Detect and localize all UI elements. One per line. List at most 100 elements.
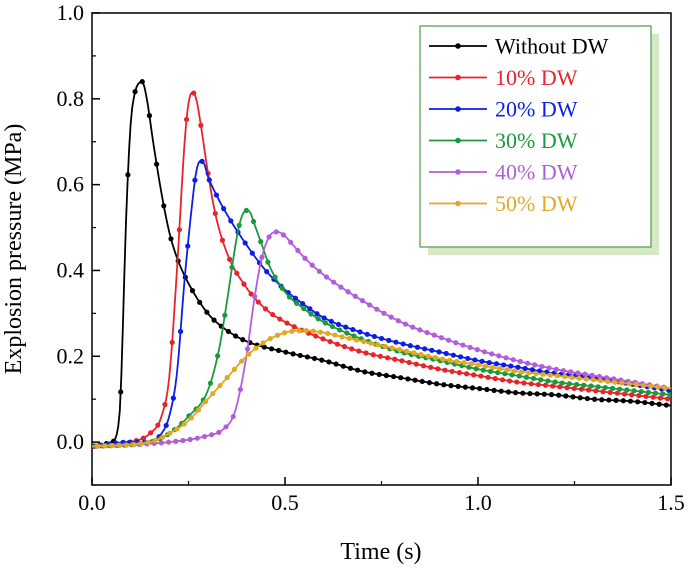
data-point bbox=[364, 331, 370, 337]
data-point bbox=[154, 161, 160, 167]
data-point bbox=[590, 377, 596, 383]
data-point bbox=[350, 326, 356, 333]
data-point bbox=[125, 172, 131, 178]
data-point bbox=[295, 247, 301, 254]
data-point bbox=[168, 236, 174, 242]
data-point bbox=[132, 89, 138, 95]
legend-swatch-marker bbox=[455, 137, 461, 144]
legend-label: 40% DW bbox=[495, 160, 578, 185]
data-point bbox=[140, 435, 147, 441]
data-point bbox=[560, 368, 567, 374]
data-point bbox=[237, 386, 243, 393]
series-10-dw bbox=[92, 90, 671, 449]
data-point bbox=[562, 374, 568, 380]
data-point bbox=[597, 378, 604, 384]
data-point bbox=[217, 382, 223, 389]
data-point bbox=[422, 346, 428, 352]
data-point bbox=[173, 438, 179, 444]
data-point bbox=[629, 392, 635, 398]
data-point bbox=[232, 333, 239, 339]
data-point bbox=[529, 367, 535, 373]
data-point bbox=[139, 79, 145, 85]
legend-label: Without DW bbox=[495, 34, 609, 59]
data-point bbox=[621, 391, 628, 397]
data-point bbox=[577, 395, 583, 401]
data-point bbox=[209, 432, 215, 438]
data-point bbox=[566, 381, 573, 387]
data-point bbox=[274, 332, 281, 338]
data-point bbox=[187, 436, 193, 443]
data-point bbox=[545, 378, 551, 384]
data-point bbox=[413, 361, 419, 367]
data-point bbox=[338, 284, 344, 290]
data-point bbox=[315, 316, 321, 322]
data-point bbox=[483, 363, 489, 369]
data-point bbox=[481, 349, 488, 355]
data-point bbox=[319, 357, 325, 363]
data-point bbox=[609, 385, 616, 391]
y-tick-label: 0.2 bbox=[57, 343, 85, 368]
series-line bbox=[92, 329, 671, 448]
data-point bbox=[450, 352, 456, 358]
data-point bbox=[138, 441, 144, 447]
data-point bbox=[435, 366, 441, 372]
data-point bbox=[160, 434, 166, 440]
data-point bbox=[479, 358, 485, 364]
data-point bbox=[667, 392, 671, 398]
data-point bbox=[207, 380, 214, 386]
data-point bbox=[337, 327, 343, 333]
data-point bbox=[359, 298, 366, 304]
data-point bbox=[377, 353, 383, 359]
data-point bbox=[230, 413, 236, 420]
legend-label: 20% DW bbox=[495, 97, 578, 122]
data-point bbox=[194, 435, 200, 441]
data-point bbox=[517, 358, 523, 365]
data-point bbox=[417, 327, 423, 333]
data-point bbox=[146, 113, 153, 119]
data-point bbox=[288, 239, 294, 245]
data-point bbox=[626, 381, 632, 387]
data-point bbox=[596, 373, 602, 380]
data-point bbox=[538, 377, 544, 383]
data-point bbox=[255, 299, 261, 305]
data-point bbox=[335, 321, 342, 328]
data-point bbox=[515, 364, 521, 370]
data-point bbox=[467, 344, 473, 350]
data-point bbox=[291, 324, 297, 330]
data-point bbox=[655, 384, 661, 390]
data-point bbox=[325, 330, 331, 337]
data-point bbox=[550, 383, 556, 389]
series-without-dw bbox=[92, 79, 671, 449]
data-point bbox=[152, 437, 159, 444]
data-point bbox=[539, 363, 545, 370]
data-point bbox=[491, 387, 497, 393]
legend-label: 50% DW bbox=[495, 191, 578, 216]
data-point bbox=[260, 340, 266, 346]
data-point bbox=[109, 443, 115, 449]
data-point bbox=[302, 255, 308, 261]
data-point bbox=[662, 385, 668, 391]
data-point bbox=[600, 389, 606, 395]
data-point bbox=[656, 401, 662, 407]
data-point bbox=[270, 311, 276, 318]
data-point bbox=[456, 370, 462, 376]
data-point bbox=[518, 369, 525, 375]
data-point bbox=[265, 259, 271, 265]
data-point bbox=[584, 395, 590, 402]
data-point bbox=[449, 368, 455, 375]
data-point bbox=[420, 363, 427, 369]
data-point bbox=[643, 393, 649, 400]
data-point bbox=[227, 256, 233, 262]
data-point bbox=[118, 389, 124, 395]
data-point bbox=[167, 430, 173, 436]
data-point bbox=[310, 328, 316, 334]
data-point bbox=[660, 391, 666, 397]
data-point bbox=[510, 357, 516, 363]
data-point bbox=[533, 370, 539, 377]
data-point bbox=[297, 352, 303, 359]
data-point bbox=[520, 390, 526, 396]
data-point bbox=[419, 378, 425, 385]
data-point bbox=[174, 426, 180, 432]
data-point bbox=[204, 309, 210, 315]
data-point bbox=[636, 393, 642, 399]
